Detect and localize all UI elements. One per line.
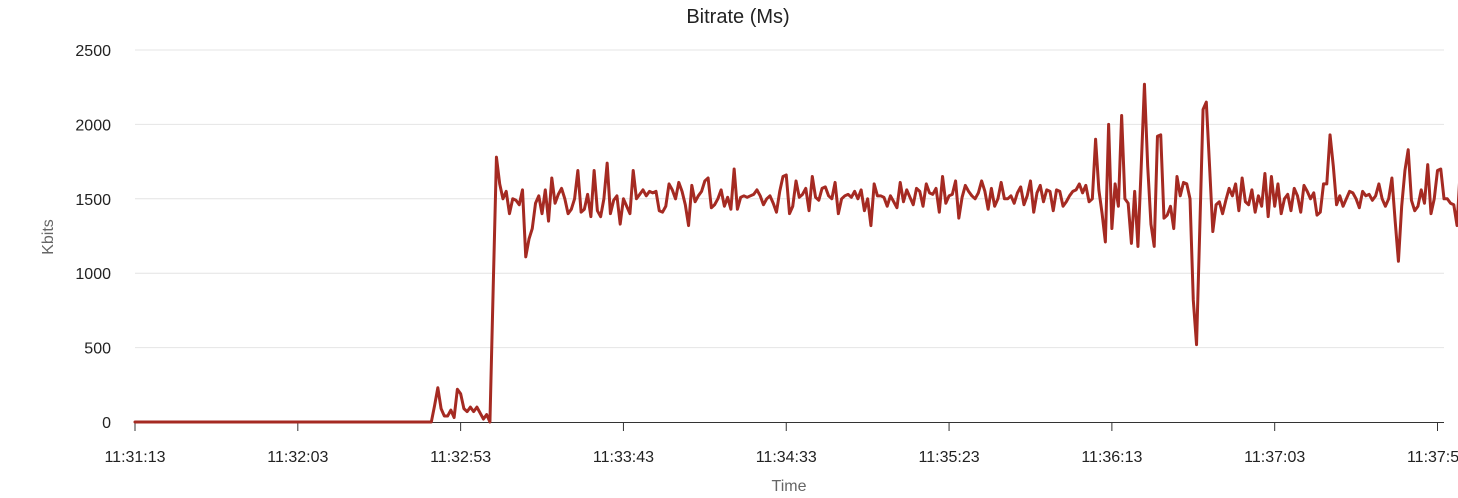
chart-title: Bitrate (Ms)	[686, 6, 789, 28]
x-tick-label: 11:37:03	[1244, 449, 1305, 466]
y-tick-label: 500	[84, 341, 111, 358]
y-tick-label: 1500	[75, 192, 111, 209]
y-tick-label: 2500	[75, 43, 111, 60]
y-tick-label: 2000	[75, 117, 111, 134]
y-axis-title: Kbits	[40, 219, 57, 255]
y-tick-label: 0	[102, 415, 111, 432]
x-tick-label: 11:36:13	[1081, 449, 1142, 466]
series-line	[133, 82, 1458, 424]
x-tick-label: 11:35:23	[919, 449, 980, 466]
series-layer	[133, 82, 1458, 424]
x-axis-ticks: 11:31:13 11:32:03 11:32:53 11:33:43 11:34:33…	[104, 422, 1458, 466]
y-tick-label: 1000	[75, 266, 111, 283]
x-tick-label: 11:33:43	[593, 449, 654, 466]
x-tick-label: 11:32:53	[430, 449, 491, 466]
x-tick-label: 11:31:13	[104, 449, 165, 466]
x-tick-label: 11:34:33	[756, 449, 817, 466]
x-tick-label: 11:37:53	[1407, 449, 1458, 466]
y-axis-ticks: 0 500 1000 1500 2000 2500	[75, 43, 111, 432]
x-tick-label: 11:32:03	[267, 449, 328, 466]
x-axis-title: Time	[772, 478, 807, 495]
